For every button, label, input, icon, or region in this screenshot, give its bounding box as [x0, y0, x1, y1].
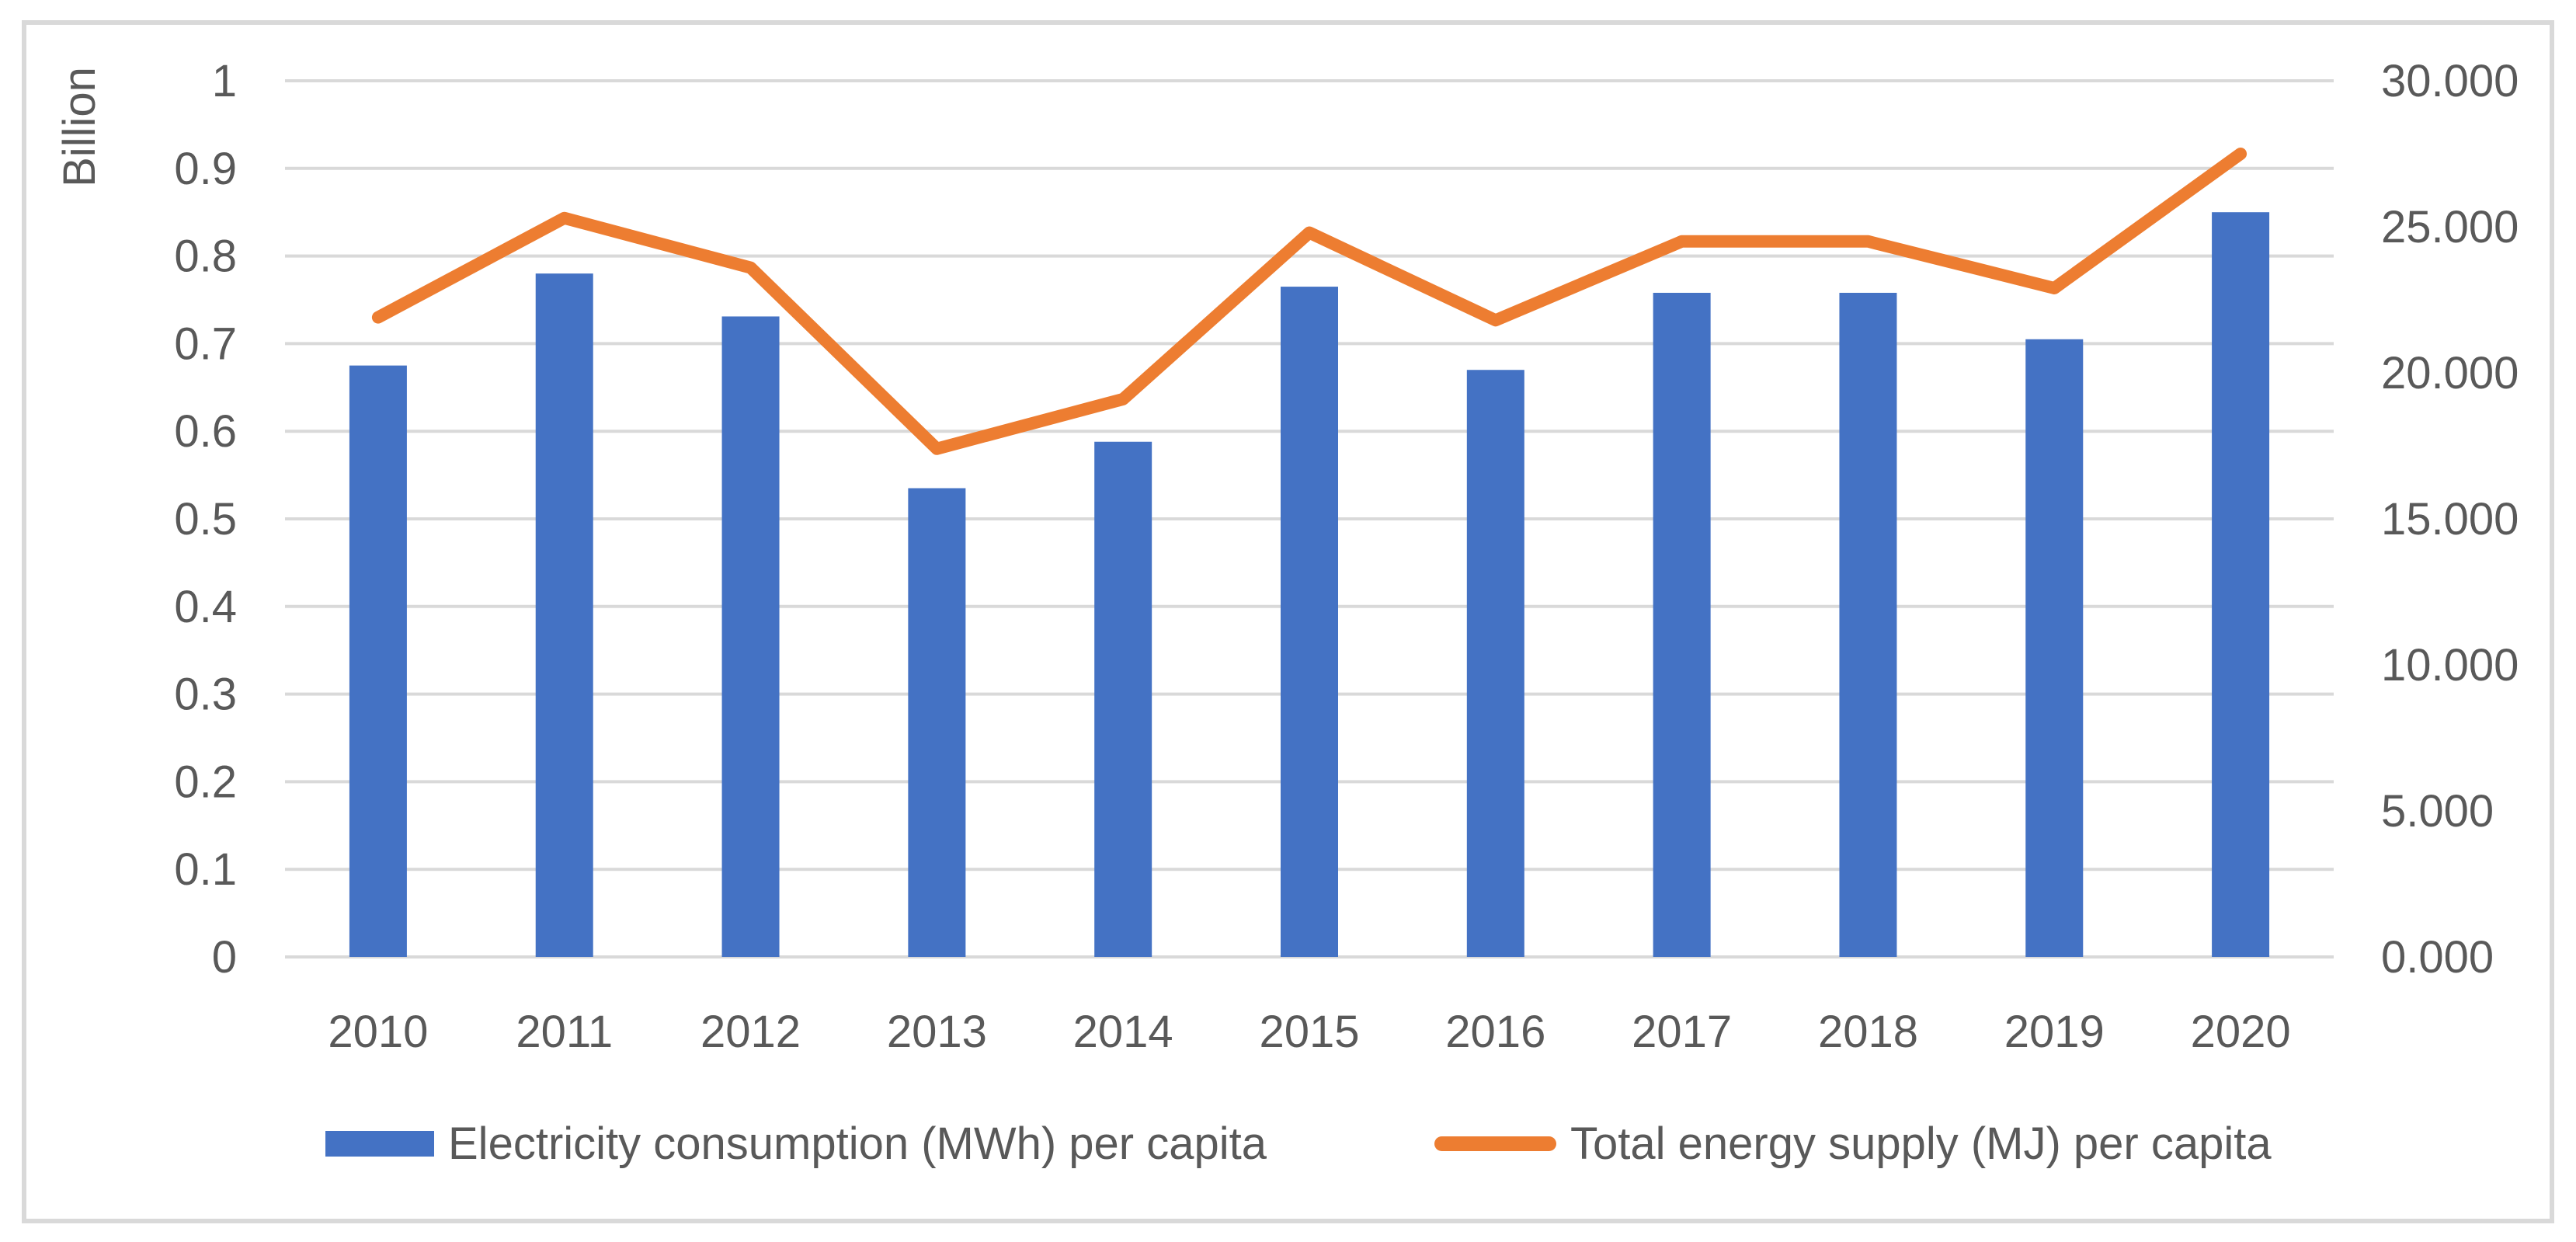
bar-2017: [1653, 292, 1711, 957]
gridlines: [285, 79, 2334, 958]
right-axis-tick-label: 25.000: [2381, 202, 2519, 252]
bar-series: [349, 212, 2270, 958]
bar-series-swatch-icon: [325, 1130, 434, 1157]
legend-item-energy-supply: Total energy supply (MJ) per capita: [1434, 1118, 2272, 1169]
right-axis-tick-label: 15.000: [2381, 494, 2519, 544]
left-axis-tick-label: 0.3: [174, 670, 237, 720]
bar-2013: [908, 488, 966, 957]
right-axis-tick-label: 20.000: [2381, 348, 2519, 398]
bar-2014: [1094, 441, 1152, 957]
line-series-swatch-icon: [1434, 1136, 1556, 1151]
bar-2015: [1281, 287, 1338, 958]
energy-supply-line: [371, 148, 2247, 455]
left-axis-tick-label: 0.6: [174, 406, 237, 457]
year-label-2010: 2010: [328, 1007, 428, 1057]
bar-2019: [2025, 339, 2084, 957]
bar-2012: [721, 316, 780, 957]
legend-label-energy-supply: Total energy supply (MJ) per capita: [1570, 1118, 2272, 1169]
left-axis-title-text: Billion: [54, 66, 105, 187]
left-axis-tick-label: 1: [212, 56, 237, 106]
bar-2016: [1466, 370, 1524, 957]
year-label-2013: 2013: [887, 1007, 987, 1057]
year-label-2015: 2015: [1259, 1007, 1359, 1057]
year-label-2019: 2019: [2004, 1007, 2105, 1057]
bar-2010: [349, 365, 407, 958]
year-label-2016: 2016: [1445, 1007, 1545, 1057]
left-axis-tick-label: 0.8: [174, 231, 237, 282]
right-axis-tick-label: 0.000: [2381, 932, 2494, 983]
left-axis-tick-label: 0.2: [174, 757, 237, 807]
year-label-2020: 2020: [2191, 1007, 2291, 1057]
year-label-2011: 2011: [516, 1007, 613, 1057]
year-label-2018: 2018: [1818, 1007, 1918, 1057]
right-axis-tick-label: 30.000: [2381, 56, 2519, 106]
legend-label-electricity: Electricity consumption (MWh) per capita: [448, 1118, 1267, 1169]
year-label-2017: 2017: [1632, 1007, 1732, 1057]
line-series: [371, 148, 2247, 455]
year-label-2014: 2014: [1073, 1007, 1173, 1057]
bar-2011: [535, 273, 593, 957]
left-axis-tick-labels: 0 0.1 0.2 0.3 0.4 0.5 0.6 0.7 0.8 0.9 1: [174, 56, 237, 983]
left-axis-tick-label: 0: [212, 932, 237, 983]
bar-2018: [1839, 292, 1897, 957]
year-label-2012: 2012: [700, 1007, 801, 1057]
right-axis-tick-label: 5.000: [2381, 786, 2494, 837]
left-axis-tick-label: 0.9: [174, 144, 237, 194]
right-axis-tick-labels: 0.000 5.000 10.000 15.000 20.000 25.000 30.000: [2381, 56, 2519, 983]
left-axis-tick-label: 0.1: [174, 844, 237, 895]
right-axis-tick-label: 10.000: [2381, 640, 2519, 691]
left-axis-tick-label: 0.4: [174, 582, 237, 632]
x-axis-year-labels: 2010 2011 2012 2013 2014 2015 2016 2017 2018 2019…: [328, 1007, 2290, 1057]
legend-item-electricity: Electricity consumption (MWh) per capita: [325, 1118, 1267, 1169]
left-axis-tick-label: 0.5: [174, 494, 237, 544]
bar-2020: [2212, 212, 2270, 957]
left-axis-tick-label: 0.7: [174, 318, 237, 369]
